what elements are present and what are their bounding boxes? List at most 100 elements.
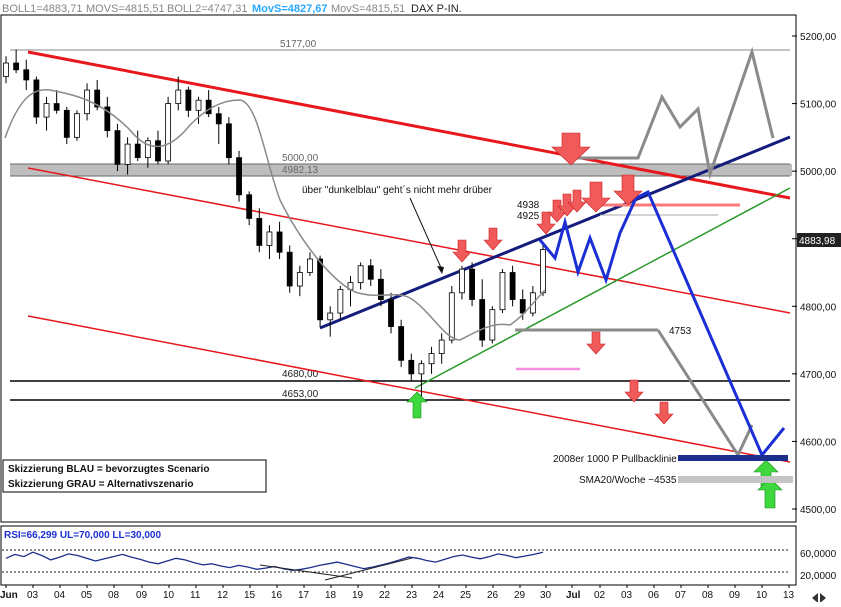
- rsi-tick-60: 60,0000: [800, 549, 837, 560]
- date-axis-label: 19: [352, 590, 364, 601]
- label-4653: 4653,00: [282, 389, 319, 400]
- date-axis-label: 02: [594, 590, 606, 601]
- rsi-panel: RSI=66,299 UL=70,000 LL=30,000 60,0000 2…: [2, 530, 837, 582]
- red-arrow-icon: [654, 401, 674, 425]
- header-movs2: MovS=4827,67: [252, 3, 328, 15]
- candle-body: [63, 109, 70, 138]
- red-arrow-icon: [551, 132, 591, 166]
- date-axis-label: 22: [379, 590, 391, 601]
- candle-body: [155, 140, 161, 162]
- date-axis: Jun 03 04 05 08 09 10 11 12 15 16 17 18 19 22 23 24 25 26 2…: [0, 585, 795, 601]
- candle-body: [519, 299, 526, 314]
- rsi-line: [5, 551, 544, 572]
- price-axis-label: 5200,00: [800, 32, 837, 43]
- header-boll2: BOLL2=4747,31: [167, 3, 247, 15]
- candle-series: [3, 49, 546, 398]
- label-4982: 4982,13: [282, 165, 319, 176]
- candle-body: [438, 339, 445, 354]
- date-axis-label: 16: [271, 590, 283, 601]
- candle-body: [13, 62, 20, 71]
- candle-body: [459, 268, 465, 294]
- date-axis-label: 09: [729, 590, 741, 601]
- candle-body: [367, 265, 374, 280]
- rsi-plot-frame: [0, 525, 797, 586]
- candle-body: [296, 272, 303, 287]
- date-axis-label: 25: [460, 590, 472, 601]
- candle-body: [134, 143, 141, 159]
- price-axis: 5200,005100,005000,004900,004800,004700,…: [792, 32, 837, 516]
- date-axis-label: 03: [27, 590, 39, 601]
- candle-body: [246, 194, 253, 219]
- date-axis-label: 26: [487, 590, 499, 601]
- date-axis-label: Jul: [566, 590, 581, 601]
- pullback-band: [678, 455, 788, 461]
- candle-body: [307, 258, 313, 273]
- candle-body: [327, 312, 334, 321]
- red-down-arrows: [452, 132, 674, 425]
- date-axis-label: 18: [325, 590, 337, 601]
- rsi-trendline-up: [324, 557, 413, 581]
- candle-body: [195, 99, 202, 111]
- header-instrument: DAX P-IN.: [411, 3, 462, 15]
- blue-preferred-scenario-path: [538, 189, 786, 458]
- pager-left-icon[interactable]: [812, 593, 818, 603]
- header-boll1: BOLL1=4883,71: [2, 3, 82, 15]
- red-arrow-icon: [452, 239, 472, 263]
- date-axis-label: 10: [163, 590, 175, 601]
- green-arrow-icon: [757, 477, 783, 509]
- date-axis-label: 05: [81, 590, 93, 601]
- candle-body: [337, 288, 344, 314]
- candle-body: [266, 231, 273, 246]
- label-4680: 4680,00: [282, 369, 319, 380]
- green-arrow-icon: [406, 391, 428, 419]
- pullback-label: 2008er 1000 P Pullbacklinie: [553, 454, 677, 465]
- candle-body: [226, 123, 232, 159]
- candle-body: [84, 89, 90, 115]
- candle-body: [53, 103, 60, 111]
- candle-body: [540, 249, 546, 294]
- sma-band: [678, 476, 793, 483]
- date-axis-label: 12: [217, 590, 229, 601]
- date-axis-label: 24: [433, 590, 445, 601]
- candle-body: [448, 292, 455, 341]
- last-price-marker: 4883,98: [797, 233, 841, 247]
- label-5000: 5000,00: [282, 153, 319, 164]
- price-axis-label: 4600,00: [800, 437, 837, 448]
- last-price-box: [797, 233, 841, 247]
- candle-body: [408, 359, 415, 375]
- candle-body: [165, 103, 172, 162]
- rsi-header: RSI=66,299 UL=70,000 LL=30,000: [4, 530, 161, 541]
- candle-body: [124, 143, 131, 165]
- header-movs1: MOVS=4815,51: [86, 3, 165, 15]
- red-arrow-icon: [613, 174, 643, 206]
- candle-body: [256, 218, 263, 246]
- red-arrow-icon: [624, 379, 644, 403]
- candle-body: [23, 69, 30, 81]
- bollinger-midline: [4, 88, 546, 341]
- date-axis-label: 04: [54, 590, 66, 601]
- price-axis-label: 4800,00: [800, 302, 837, 313]
- level-lines: 5177,00 5000,00 4982,13 4680,00 4653,00: [10, 39, 792, 401]
- sma-label: SMA20/Woche ~4535: [579, 475, 677, 486]
- price-axis-label: 5100,00: [800, 100, 837, 111]
- date-axis-label: 23: [406, 590, 418, 601]
- candle-body: [398, 326, 405, 361]
- candle-body: [418, 363, 425, 375]
- candle-body: [114, 130, 121, 165]
- pager-arrows-icon[interactable]: [812, 593, 826, 603]
- price-axis-label: 4500,00: [800, 505, 837, 516]
- date-axis-label: 17: [298, 590, 310, 601]
- indicator-header: BOLL1=4883,71 MOVS=4815,51 BOLL2=4747,31…: [2, 3, 462, 15]
- candle-body: [74, 113, 80, 138]
- price-axis-label: 4700,00: [800, 370, 837, 381]
- date-axis-label: 08: [702, 590, 714, 601]
- candle-body: [479, 299, 486, 341]
- annotation-4925: 4925: [517, 211, 540, 222]
- date-axis-label: 10: [756, 590, 768, 601]
- pager-right-icon[interactable]: [820, 593, 826, 603]
- red-arrow-icon: [557, 193, 577, 217]
- annotation-4753: 4753: [669, 326, 692, 337]
- rsi-tick-20: 20,0000: [800, 571, 837, 582]
- candle-body: [469, 268, 475, 300]
